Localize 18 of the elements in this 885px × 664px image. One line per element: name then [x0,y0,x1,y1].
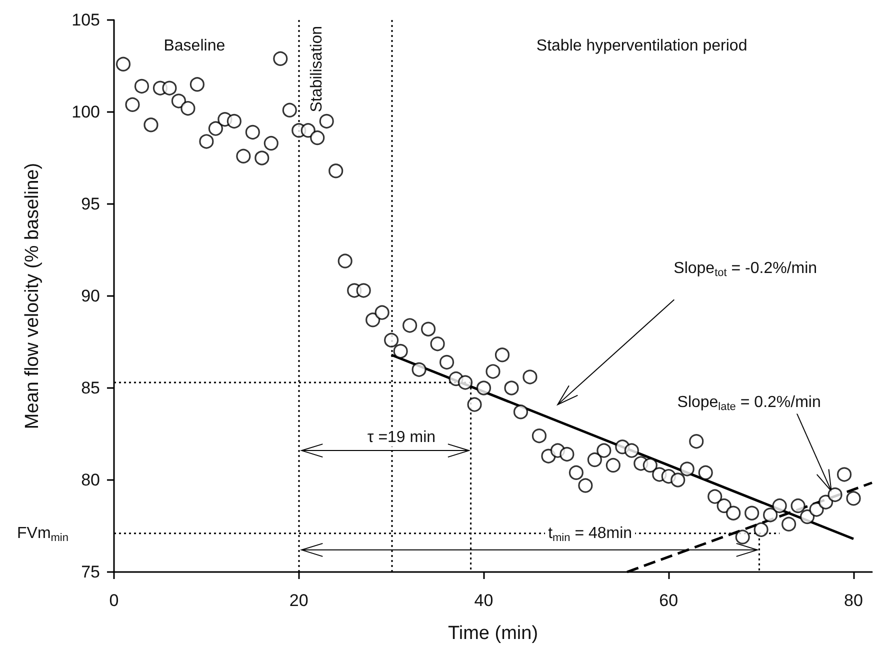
y-tick-label: 90 [81,286,100,306]
x-tick-label: 20 [289,591,308,610]
x-axis-title: Time (min) [448,623,538,644]
y-axis-title: Mean flow velocity (% baseline) [22,162,43,430]
y-tick-label: 75 [81,562,100,582]
x-tick-label: 60 [659,591,678,610]
y-tick-label: 80 [81,470,100,490]
y-tick-label: 100 [72,102,100,122]
annotation: Baseline [164,37,226,54]
annotation: Stable hyperventilation period [536,37,748,54]
x-tick-label: 80 [844,591,863,610]
y-tick-label: 85 [81,378,100,398]
x-tick-label: 0 [109,591,119,610]
y-tick-label: 95 [81,194,100,214]
x-tick-label: 40 [474,591,494,610]
y-tick-label: 105 [72,10,100,30]
annotation: τ =19 min [367,429,436,446]
ref-line-label: Stabilisation [308,26,326,112]
